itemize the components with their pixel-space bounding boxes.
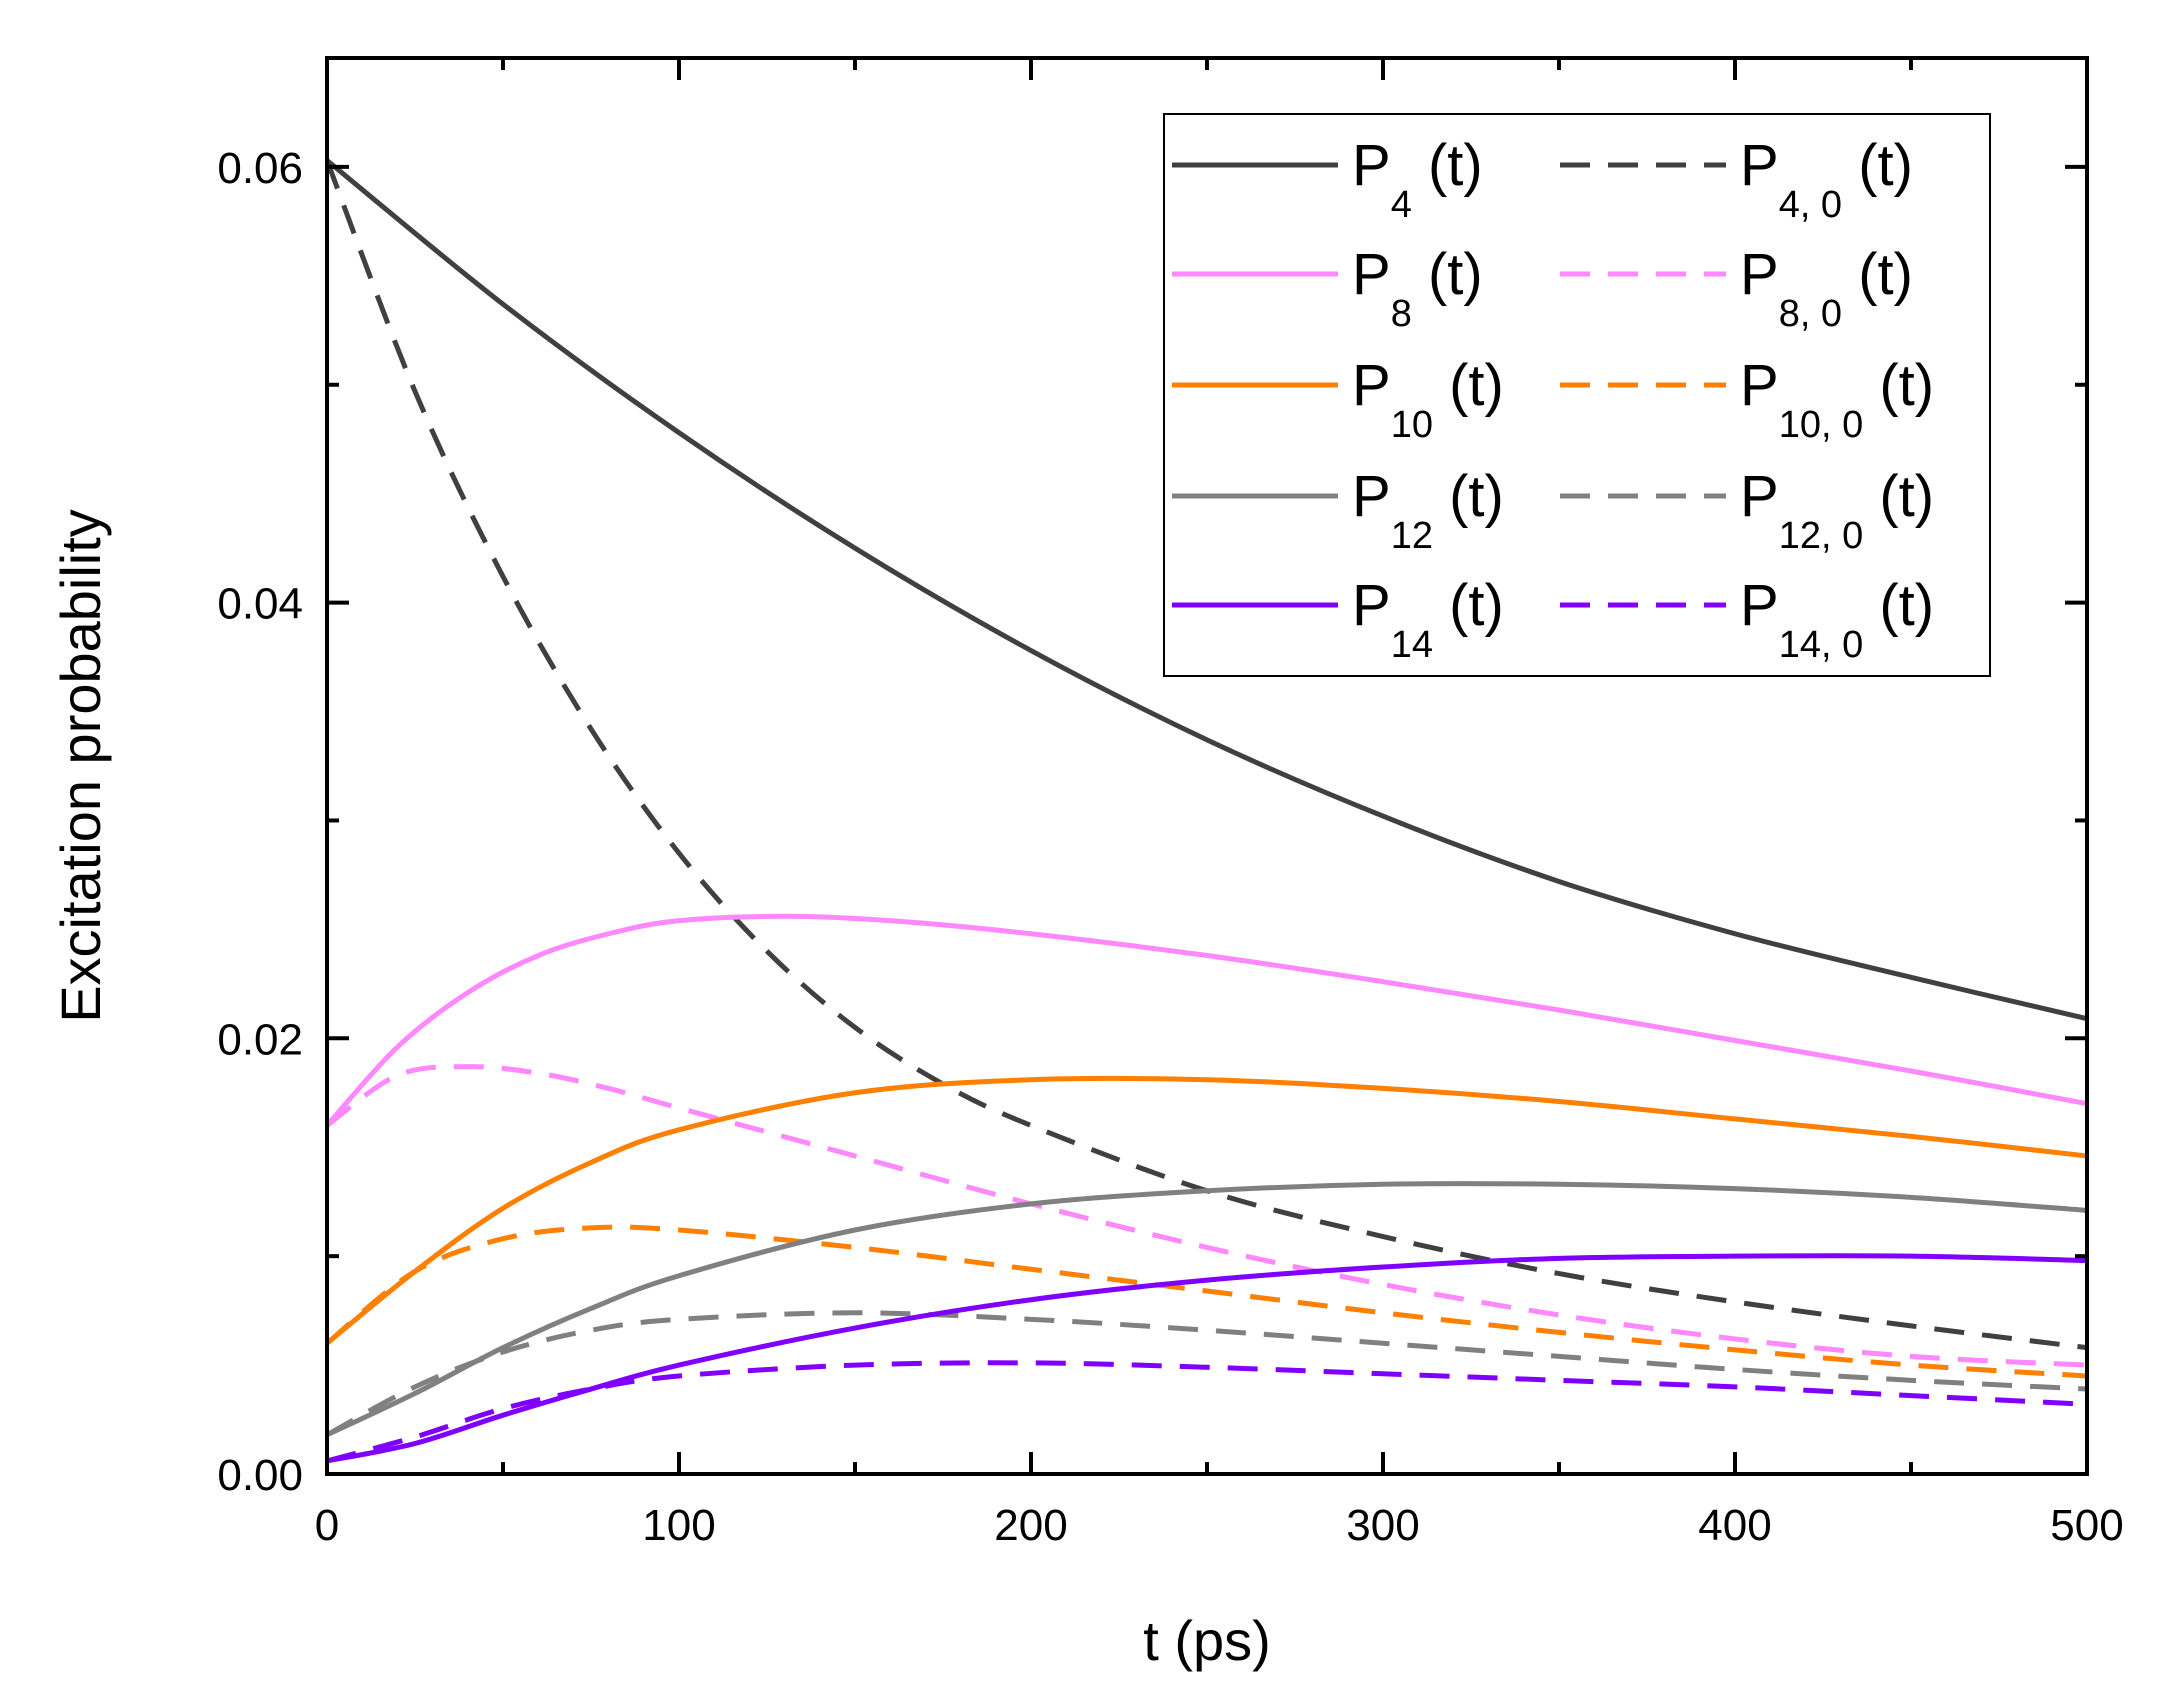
x-tick-label: 200: [994, 1501, 1067, 1550]
legend: P4 (t) P4, 0 (t) P8 (t) P8, 0 (t) P10 (t) P10…: [1163, 113, 1991, 677]
legend-label-p10-0-t: P10, 0 (t): [1740, 353, 1934, 446]
legend-box: [1163, 113, 1991, 677]
legend-label-p8-0-t: P8, 0 (t): [1740, 242, 1913, 335]
series-line-p12-t: [325, 1181, 2088, 1438]
series-line-p12-0-t: [325, 1310, 2088, 1437]
series-line-p14-0-t: [326, 1360, 2088, 1464]
series-line-p8-0-t: [325, 1064, 2088, 1368]
x-axis-title: t (ps): [1143, 1609, 1271, 1672]
legend-label-p14-t: P14 (t): [1352, 573, 1504, 666]
y-axis-title: Excitation probability: [49, 509, 112, 1023]
series-line-p10-t: [325, 1075, 2088, 1346]
y-tick-label: 0.00: [217, 1451, 303, 1500]
axes: 0 100 200 300 400 500 0.00 0.02 0.04 0.06 t (ps) Ex…: [49, 56, 2124, 1672]
y-tick-label: 0.04: [217, 580, 303, 629]
series-line-p10-0-t: [325, 1224, 2088, 1379]
x-tick-label: 100: [642, 1501, 715, 1550]
legend-label-p12-t: P12 (t): [1352, 464, 1504, 557]
legend-label-p14-0-t: P14, 0 (t): [1740, 573, 1934, 666]
x-tick-label: 0: [315, 1501, 339, 1550]
series-line-p14-t: [326, 1253, 2088, 1464]
legend-label-p4-0-t: P4, 0 (t): [1740, 133, 1913, 226]
legend-label-p8-t: P8 (t): [1352, 242, 1483, 335]
legend-label-p12-0-t: P12, 0 (t): [1740, 464, 1934, 557]
series-line-p8-t: [325, 913, 2088, 1128]
plot-lines: [324, 158, 2088, 1464]
series-line-p4-t: [325, 158, 2088, 1022]
y-tick-label: 0.02: [217, 1015, 303, 1064]
x-tick-label: 500: [2050, 1501, 2123, 1550]
x-tick-label: 400: [1698, 1501, 1771, 1550]
legend-label-p10-t: P10 (t): [1352, 353, 1504, 446]
legend-label-p4-t: P4 (t): [1352, 133, 1483, 226]
x-tick-label: 300: [1346, 1501, 1419, 1550]
y-tick-label: 0.06: [217, 144, 303, 193]
